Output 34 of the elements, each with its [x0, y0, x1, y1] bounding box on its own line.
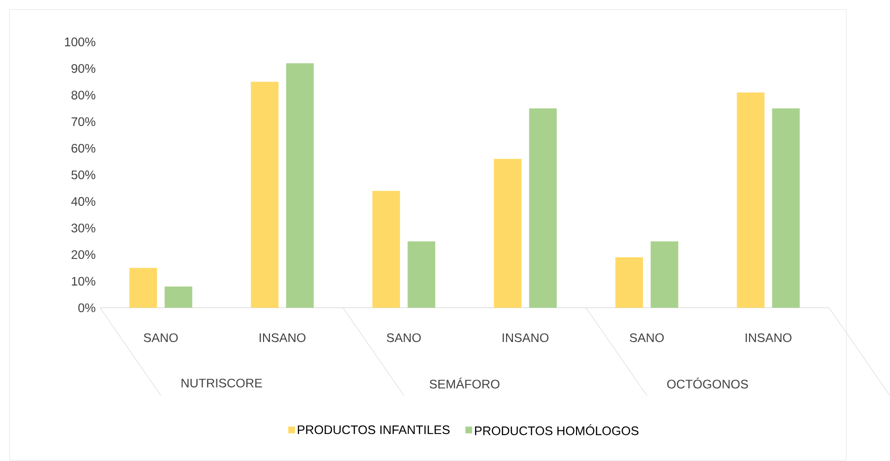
text: SEMÁFORO [430, 378, 500, 388]
bar [372, 190, 400, 308]
bar [250, 82, 279, 308]
bar [408, 241, 436, 308]
y-tick-label: 40% [71, 196, 96, 206]
x-tick-label: INSANO [502, 333, 548, 342]
bar [129, 268, 158, 308]
x-tick-label: SANO [386, 333, 421, 342]
y-tick-label: 50% [71, 170, 96, 180]
legend-label: PRODUCTOS INFANTILES [298, 425, 450, 434]
text: OCTÓGONOS [667, 378, 748, 388]
x-tick-label: INSANO [260, 333, 306, 342]
y-tick-label: 0% [78, 303, 96, 312]
y-tick-label: 100% [65, 37, 96, 46]
x-tick-label: SANO [630, 333, 664, 342]
y-tick-label: 10% [72, 276, 96, 286]
x-tick-label: INSANO [746, 333, 792, 342]
y-tick-label: 80% [71, 90, 96, 100]
bar [164, 286, 192, 308]
x-tick-label: SANO [144, 333, 178, 342]
y-tick-label: 60% [72, 144, 96, 153]
legend-label: PRODUCTOS HOMÓLOGOS [475, 424, 638, 436]
bar [494, 158, 522, 308]
y-tick-label: 70% [72, 117, 96, 126]
y-tick-label: 20% [72, 250, 96, 259]
y-tick-label: 30% [71, 224, 96, 232]
bar [286, 63, 314, 308]
bar [650, 241, 678, 308]
text: NUTRISCORE [182, 378, 262, 388]
bar [529, 108, 557, 308]
bar [736, 92, 765, 308]
y-tick-label: 90% [72, 64, 96, 73]
bar [772, 108, 800, 308]
bar [615, 257, 644, 308]
